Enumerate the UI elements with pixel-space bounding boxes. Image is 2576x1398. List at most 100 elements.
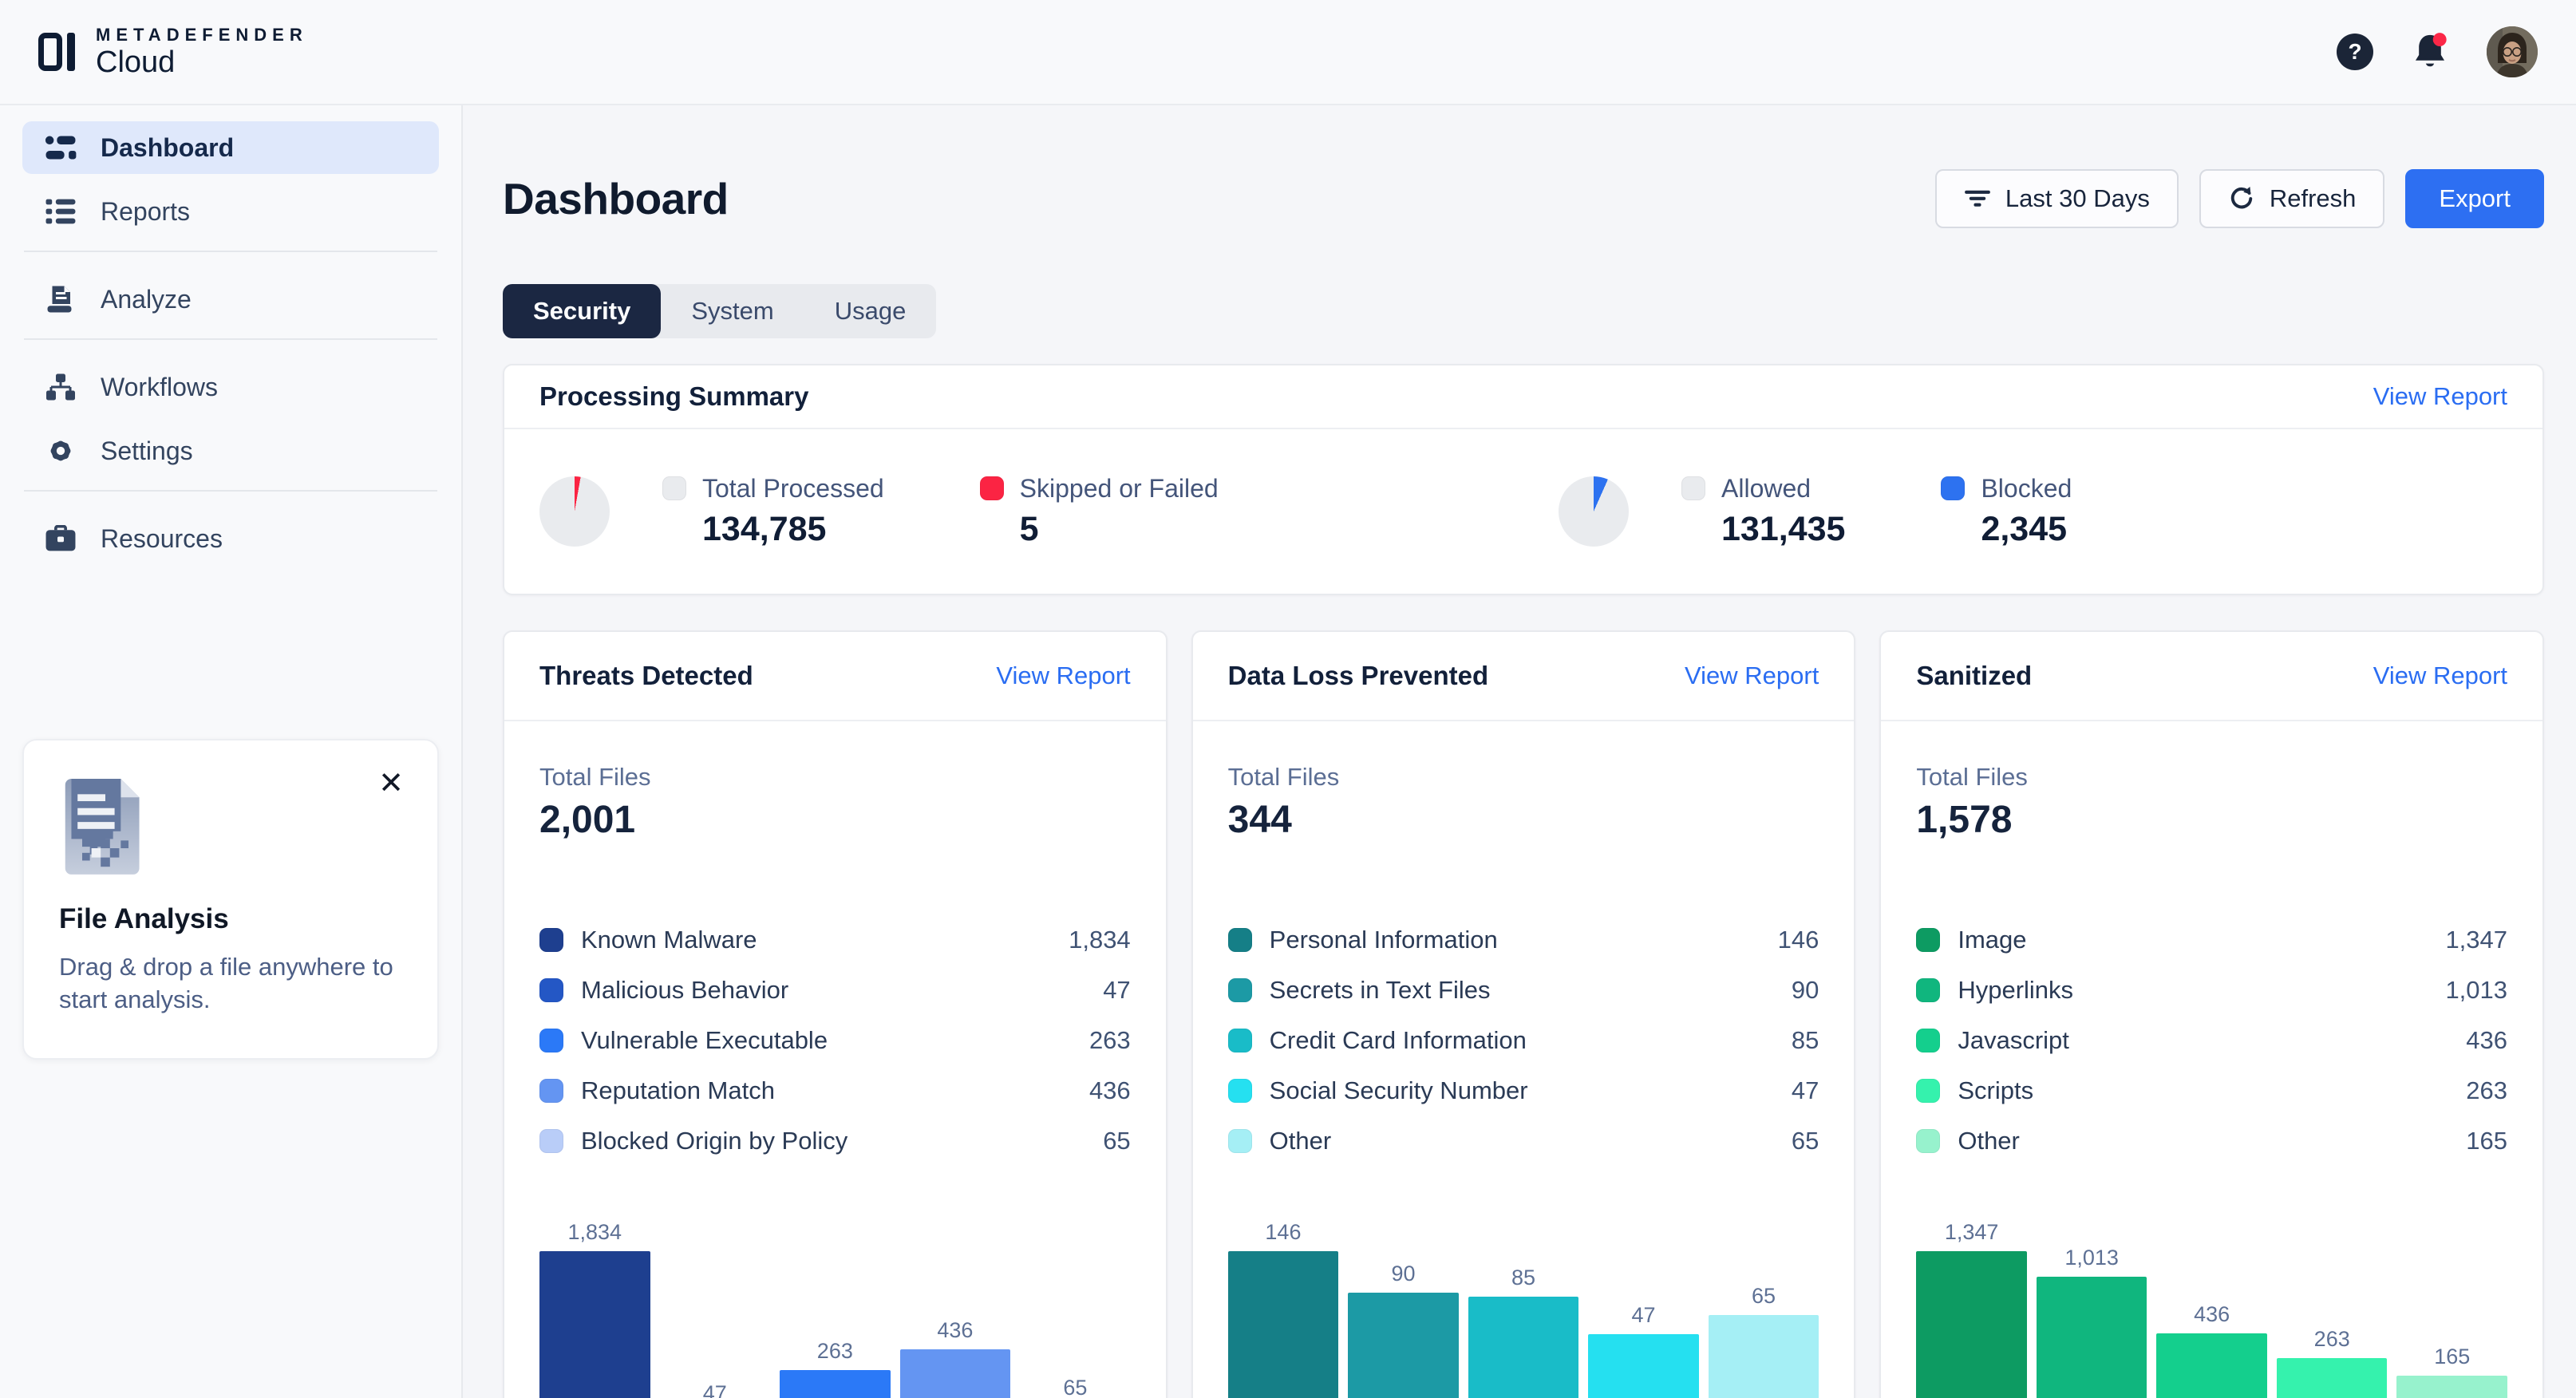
legend-value: 65 [1103,1127,1131,1155]
page-header: Dashboard Last 30 Days [503,144,2544,254]
file-analysis-promo-card: ✕ File Anal [22,739,439,1060]
dashboard-icon [43,132,78,164]
refresh-button[interactable]: Refresh [2199,168,2385,228]
bar-value-label: 146 [1265,1219,1302,1244]
user-avatar[interactable] [2487,26,2538,77]
category-legend: Personal Information 146 Secrets in Text F… [1227,915,1819,1167]
sidebar-nav: Dashboard Reports Analyze Workflows Settings… [22,121,439,565]
total-files-label: Total Files [1916,762,2028,791]
legend-value: 146 [1777,926,1819,954]
legend-row-known-malware: Known Malware 1,834 [539,915,1131,966]
category-legend: Image 1,347 Hyperlinks 1,013 Javascript 436 Sc… [1916,915,2507,1167]
bar-value-label: 263 [816,1338,853,1363]
legend-value: 85 [1791,1026,1819,1055]
resources-icon [43,523,78,555]
sidebar-item-analyze[interactable]: Analyze [22,273,439,326]
sidebar-item-dashboard[interactable]: Dashboard [22,121,439,174]
summary-stat-value: 131,435 [1721,509,1846,548]
bar [1348,1292,1459,1398]
brand-logo[interactable]: METADEFENDER Cloud [38,25,308,79]
legend-row-malicious-behavior: Malicious Behavior 47 [539,966,1131,1016]
view-report-link[interactable]: View Report [2373,661,2508,689]
legend-label: Secrets in Text Files [1269,976,1491,1005]
summary-stat-label: Skipped or Failed [1019,473,1219,503]
bar-value-label: 90 [1391,1261,1416,1285]
total-files-value: 1,578 [1916,798,2013,841]
bar-value-label: 65 [1063,1375,1088,1398]
legend-label: Other [1958,1127,2020,1155]
analyze-icon [43,283,78,315]
total-files-label: Total Files [1227,762,1340,791]
bar-value-label: 1,347 [1944,1219,1999,1244]
legend-value: 47 [1103,976,1131,1005]
sidebar-item-label: Reports [101,196,191,226]
legend-chip [539,1079,563,1104]
sidebar-item-resources[interactable]: Resources [22,512,439,565]
bar-column-secrets-in-text-files: 90 [1348,1262,1459,1398]
bar-column-hyperlinks: 1,013 [2036,1246,2147,1398]
view-report-link[interactable]: View Report [996,661,1131,689]
legend-label: Other [1269,1127,1332,1155]
metric-cards-row: Threats Detected View Report Total Files 2,… [503,630,2545,1398]
legend-chip [539,1029,563,1053]
sidebar-item-settings[interactable]: Settings [22,425,439,477]
legend-row-hyperlinks: Hyperlinks 1,013 [1916,966,2507,1016]
workflows-icon [43,371,78,403]
legend-value: 1,834 [1069,926,1131,954]
sidebar-item-workflows[interactable]: Workflows [22,361,439,413]
file-analysis-icon [59,776,402,875]
sidebar-divider [24,251,437,252]
date-filter-button[interactable]: Last 30 Days [1934,168,2179,228]
sidebar-item-reports[interactable]: Reports [22,185,439,238]
logo-outline-shape [38,32,62,71]
bar-column-scripts: 263 [2276,1327,2388,1398]
summary-stat-label: Allowed [1721,473,1811,503]
tab-security[interactable]: Security [503,283,662,338]
bar [899,1349,1011,1398]
view-report-link[interactable]: View Report [1685,661,1819,689]
brand-line2: Cloud [96,45,176,79]
help-circle-icon[interactable]: ? [2337,34,2373,70]
summary-stat-label: Blocked [1981,473,2072,503]
total-files-value: 344 [1227,798,1292,841]
close-icon[interactable]: ✕ [378,767,404,800]
bar-column-image: 1,347 [1916,1220,2027,1398]
legend-chip [1227,1129,1252,1154]
sidebar-item-label: Dashboard [101,132,235,162]
total-files-label: Total Files [539,762,651,791]
promo-description: Drag & drop a file anywhere to start ana… [59,953,393,1013]
bar [1708,1314,1819,1398]
bar [2276,1357,2388,1398]
legend-row-secrets-in-text-files: Secrets in Text Files 90 [1227,966,1819,1016]
tab-system[interactable]: System [691,296,774,325]
bar-value-label: 165 [2434,1344,2471,1368]
view-report-link[interactable]: View Report [2373,381,2507,410]
legend-value: 263 [1088,1026,1131,1055]
legend-chip [1227,1029,1252,1053]
legend-chip [1941,476,1966,501]
pie-chart-1 [539,476,610,547]
card-header: Data Loss Prevented View Report [1192,632,1855,721]
bar-column-other: 165 [2396,1345,2507,1398]
legend-value: 90 [1791,976,1819,1005]
legend-chip [1916,928,1941,953]
summary-stat-value: 5 [1019,509,1039,548]
card-body: Total Files 1,578 Image 1,347 Hyperlinks 1,01… [1881,721,2542,1398]
refresh-label: Refresh [2269,184,2357,212]
legend-row-blocked-origin-by-policy: Blocked Origin by Policy 65 [539,1116,1131,1167]
bar [1468,1296,1579,1398]
refresh-icon [2228,185,2255,212]
tab-usage[interactable]: Usage [834,296,907,325]
export-button[interactable]: Export [2405,168,2544,228]
pie-chart-2 [1559,476,1629,547]
notification-bell-icon[interactable] [2410,31,2450,73]
legend-row-vulnerable-executable: Vulnerable Executable 263 [539,1016,1131,1066]
logo-bar-shape [67,32,75,71]
settings-icon [43,435,78,467]
summary-stat-skipped-or-failed: Skipped or Failed 5 [979,473,1219,549]
bar-chart-sanitized: 1,347 1,013 436 263 165 [1916,1202,2507,1398]
legend-chip [539,928,563,953]
legend-chip [662,476,686,501]
legend-value: 436 [2466,1026,2508,1055]
date-filter-label: Last 30 Days [2005,184,2150,212]
